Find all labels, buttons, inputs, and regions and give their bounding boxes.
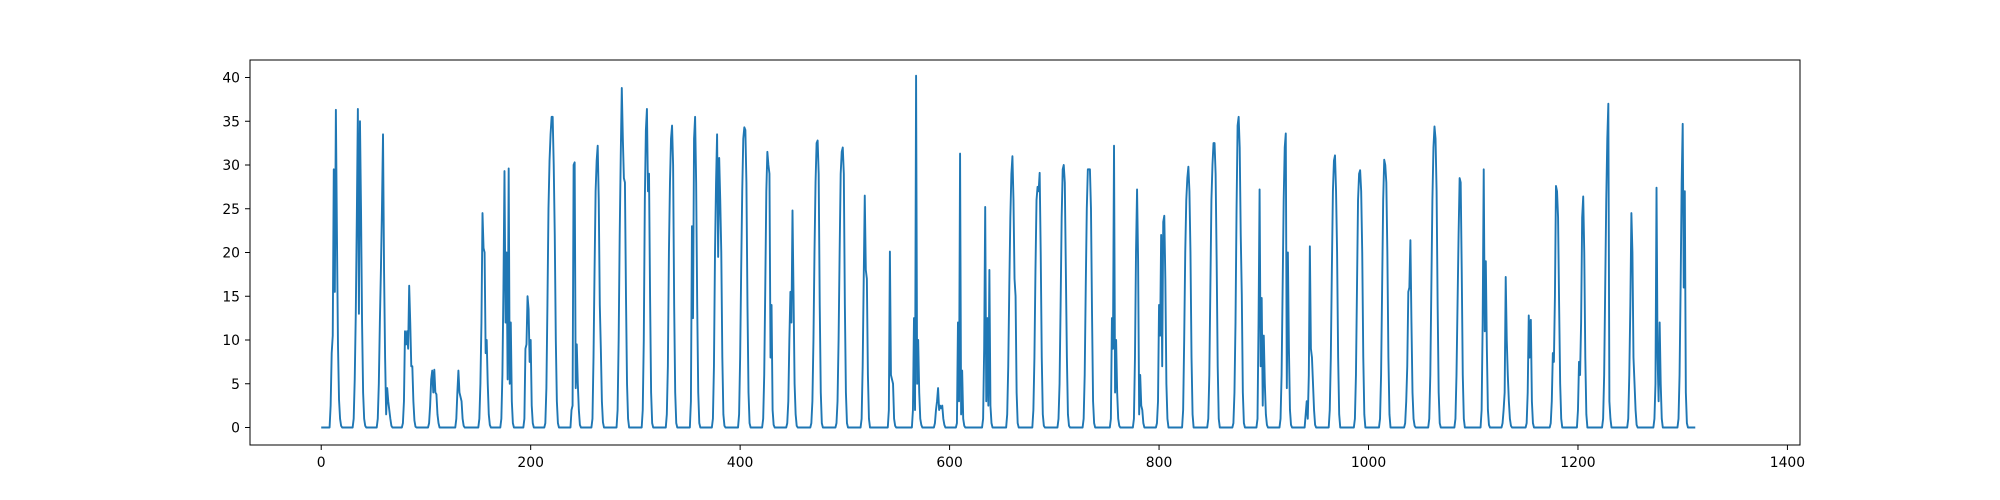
x-tick-label: 1000 [1351,455,1386,471]
y-tick-label: 10 [222,333,240,349]
y-tick-label: 30 [222,158,240,174]
x-tick-label: 1400 [1770,455,1805,471]
y-tick-label: 20 [222,246,240,262]
series-line-0 [321,74,1696,429]
x-tick-label: 600 [936,455,963,471]
y-tick-label: 15 [222,289,240,305]
series-layer [321,74,1696,429]
x-tick-label: 0 [317,455,326,471]
x-tick-label: 800 [1146,455,1173,471]
y-tick-label: 40 [222,71,240,87]
y-tick-label: 0 [231,421,240,437]
x-tick-label: 200 [517,455,544,471]
y-tick-label: 5 [231,377,240,393]
plot-frame [249,59,1801,446]
x-tick-label: 1200 [1560,455,1595,471]
axis-layer: 0 200 400 600 800 1000 1200 1400 0 5 10 15 20 25 30 35 4… [222,71,1805,472]
y-tick-label: 25 [222,202,240,218]
y-tick-label: 35 [222,114,240,130]
x-tick-label: 400 [727,455,754,471]
